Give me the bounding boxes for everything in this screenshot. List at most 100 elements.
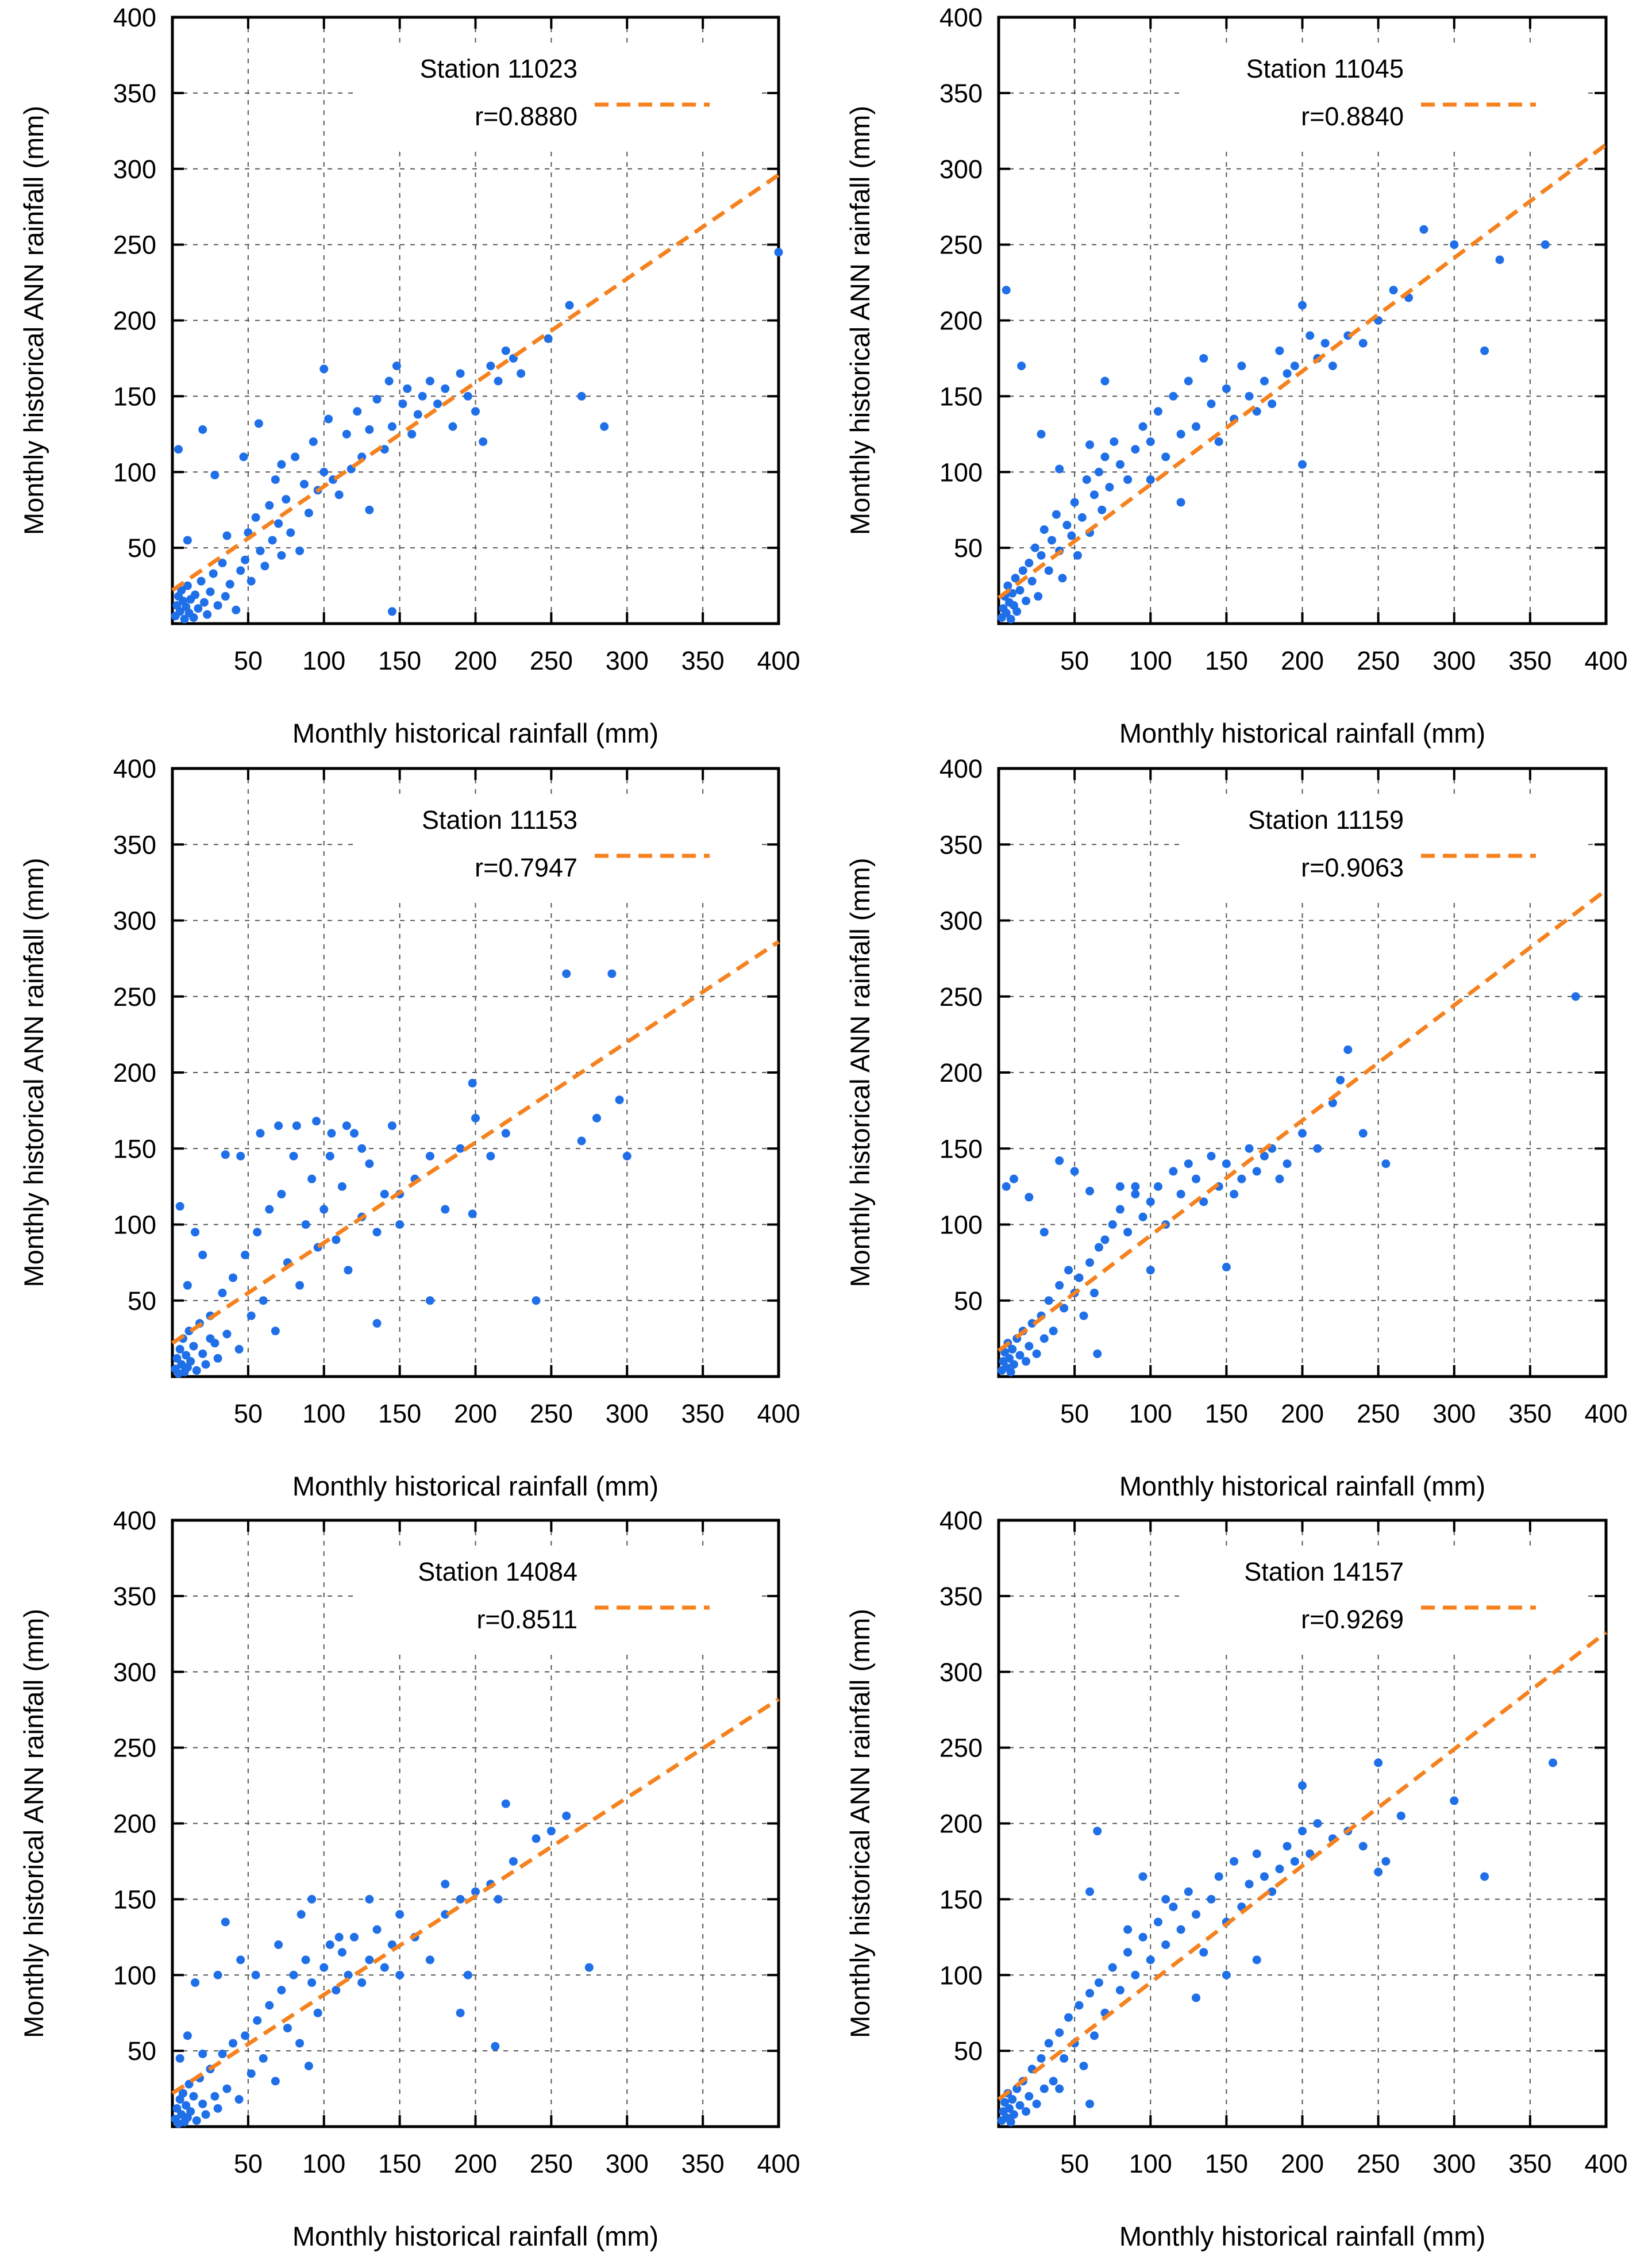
legend-correlation-label: r=0.8840 xyxy=(1301,102,1404,131)
data-point xyxy=(491,2042,500,2051)
data-point xyxy=(372,1925,382,1934)
data-point xyxy=(1275,1865,1284,1874)
data-point xyxy=(1009,1174,1018,1183)
data-point xyxy=(1199,1197,1208,1206)
chart-panel: 50 100 150 200 250 300 350 400 50 100 150 200 250 300… xyxy=(845,754,1628,1501)
y-tick-label: 350 xyxy=(939,79,983,108)
data-point xyxy=(1025,559,1034,567)
data-point xyxy=(1283,1159,1292,1168)
data-point xyxy=(392,362,401,371)
data-point xyxy=(172,2104,182,2113)
data-point xyxy=(1025,1193,1034,1202)
data-point xyxy=(1100,452,1110,462)
data-point xyxy=(1073,551,1082,560)
data-point xyxy=(1018,566,1027,575)
data-point xyxy=(1060,1304,1069,1313)
x-tick-label: 100 xyxy=(302,2149,345,2178)
data-point xyxy=(1115,460,1125,469)
data-point xyxy=(1105,483,1114,492)
data-point xyxy=(201,1360,210,1369)
x-tick-label: 400 xyxy=(1584,646,1627,675)
data-point xyxy=(441,384,450,393)
data-point xyxy=(251,513,260,522)
data-point xyxy=(425,1296,434,1305)
x-tick-label: 350 xyxy=(1508,2149,1551,2178)
data-point xyxy=(365,425,374,434)
y-tick-label: 250 xyxy=(113,1733,156,1763)
data-point xyxy=(387,422,396,431)
data-point xyxy=(1079,2062,1088,2070)
data-point xyxy=(1222,1159,1231,1168)
data-point xyxy=(380,445,389,454)
x-tick-label: 150 xyxy=(378,1399,421,1428)
data-point xyxy=(1328,362,1337,371)
data-point xyxy=(1374,1758,1383,1767)
data-point xyxy=(501,1129,510,1138)
y-tick-label: 350 xyxy=(113,830,156,859)
data-point xyxy=(1358,339,1368,348)
data-point xyxy=(213,601,222,610)
data-point xyxy=(1022,596,1031,605)
data-point xyxy=(365,1955,374,1965)
data-point xyxy=(1070,1167,1079,1176)
y-tick-label: 200 xyxy=(113,306,156,336)
data-point xyxy=(1131,1970,1140,1979)
data-point xyxy=(260,562,269,571)
data-point xyxy=(1006,2117,1015,2127)
legend-correlation-label: r=0.9269 xyxy=(1301,1605,1404,1634)
data-point xyxy=(213,2104,222,2113)
data-point xyxy=(1199,1948,1208,1957)
data-point xyxy=(1115,1182,1125,1191)
data-point xyxy=(1094,467,1103,476)
data-point xyxy=(592,1113,601,1123)
data-point xyxy=(1320,339,1330,348)
data-point xyxy=(189,1342,198,1351)
data-point xyxy=(1089,1289,1099,1298)
data-point xyxy=(206,1334,215,1343)
x-tick-label: 300 xyxy=(1432,1399,1476,1428)
data-point xyxy=(271,1327,280,1336)
data-point xyxy=(344,1266,353,1275)
x-tick-label: 50 xyxy=(234,2149,263,2178)
data-point xyxy=(532,1834,541,1843)
data-point xyxy=(1336,1075,1345,1085)
x-tick-label: 300 xyxy=(606,646,649,675)
data-point xyxy=(1085,1887,1095,1896)
x-tick-label: 400 xyxy=(1584,1399,1627,1428)
data-point xyxy=(1015,1351,1025,1360)
data-point xyxy=(1298,301,1307,310)
x-tick-label: 100 xyxy=(302,646,345,675)
data-point xyxy=(1015,586,1025,595)
data-point xyxy=(1008,1344,1017,1354)
data-point xyxy=(186,1357,195,1366)
data-point xyxy=(277,1190,286,1199)
data-point xyxy=(1067,531,1076,540)
x-tick-label: 150 xyxy=(378,646,421,675)
legend-correlation-label: r=0.9063 xyxy=(1301,853,1404,882)
data-point xyxy=(1006,1367,1015,1377)
y-tick-label: 100 xyxy=(113,458,156,487)
data-point xyxy=(1082,475,1091,484)
x-tick-label: 250 xyxy=(1357,2149,1400,2178)
data-point xyxy=(251,1970,260,1979)
data-point xyxy=(1093,1827,1102,1836)
data-point xyxy=(1075,2001,1084,2010)
data-point xyxy=(191,1228,200,1237)
data-point xyxy=(1093,1349,1102,1358)
data-point xyxy=(334,490,344,499)
data-point xyxy=(286,528,295,537)
x-tick-label: 300 xyxy=(606,2149,649,2178)
data-point xyxy=(234,2095,244,2104)
y-tick-label: 200 xyxy=(939,306,983,336)
data-point xyxy=(1161,1940,1170,1949)
data-point xyxy=(1044,1296,1053,1305)
x-tick-label: 350 xyxy=(681,646,725,675)
x-tick-label: 350 xyxy=(681,2149,725,2178)
data-point xyxy=(234,1344,244,1354)
data-point xyxy=(182,1351,191,1360)
data-point xyxy=(198,2099,207,2108)
data-point xyxy=(198,1250,207,1259)
y-tick-label: 100 xyxy=(939,1961,983,1990)
data-point xyxy=(357,1144,367,1153)
data-point xyxy=(1245,1879,1254,1889)
